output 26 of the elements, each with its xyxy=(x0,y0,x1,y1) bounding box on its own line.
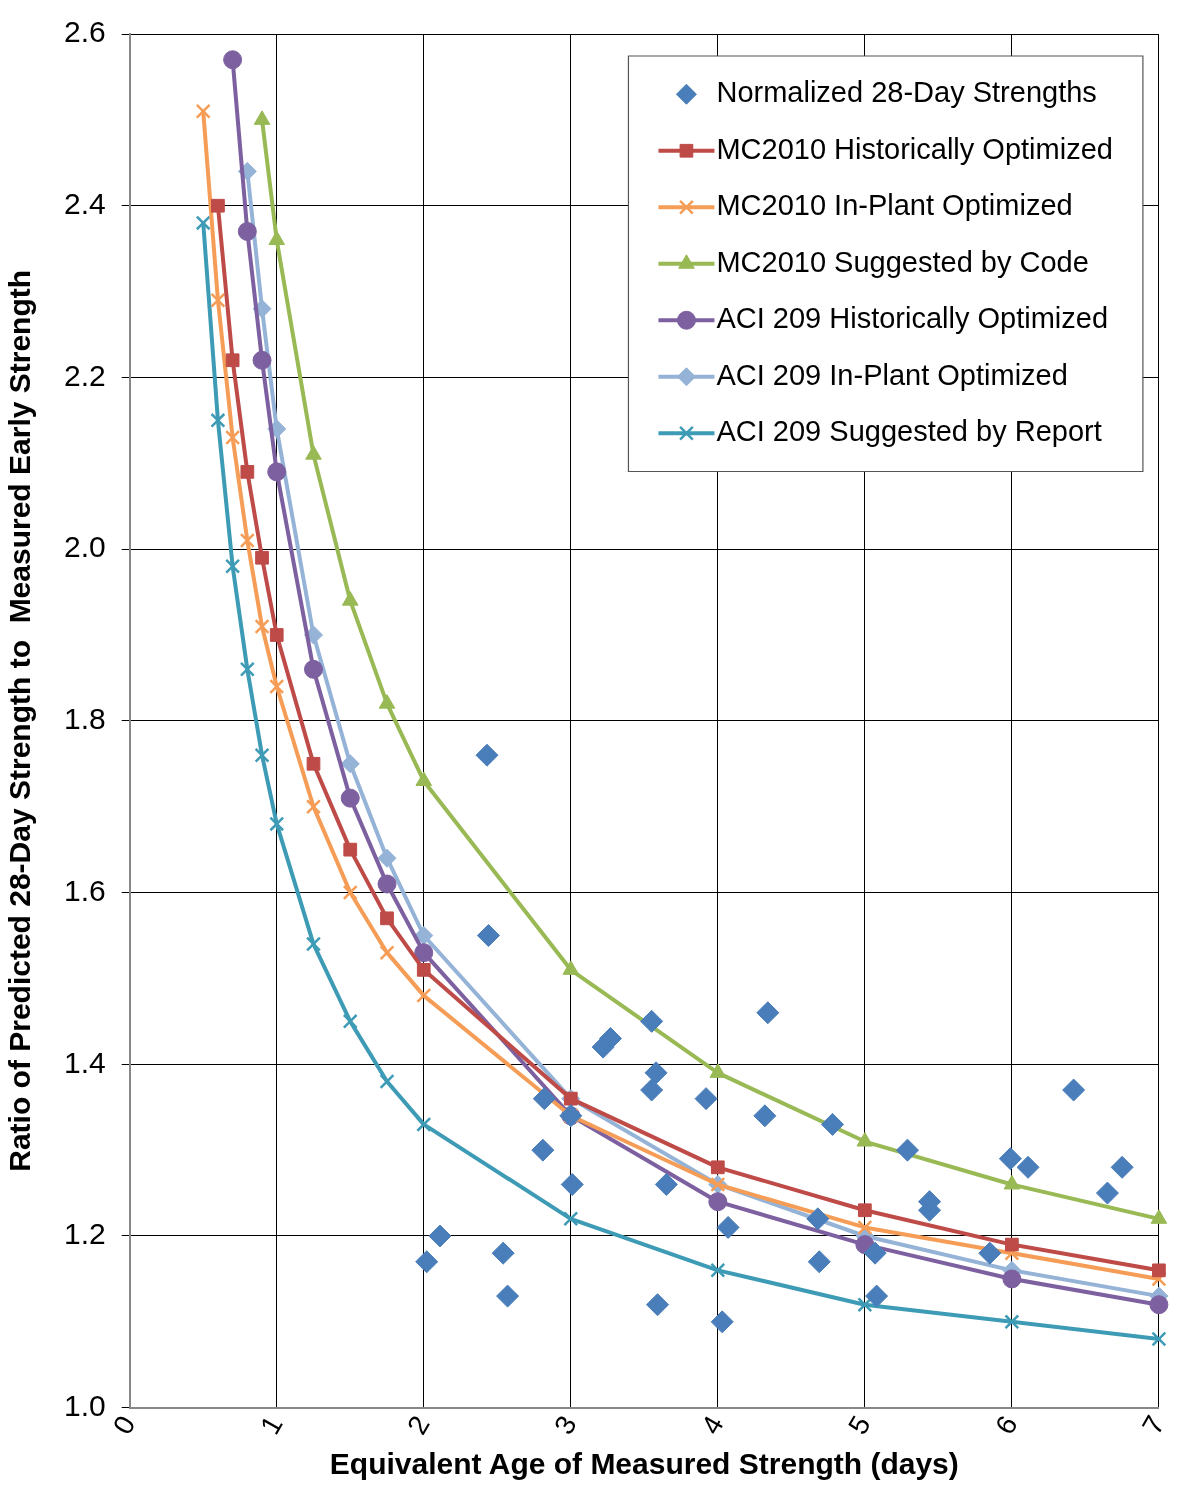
legend-label: ACI 209 Suggested by Report xyxy=(716,415,1102,448)
y-tick-label: 1.8 xyxy=(63,702,106,736)
legend-label: MC2010 Suggested by Code xyxy=(716,245,1089,278)
x-tick-label: 7 xyxy=(1136,1410,1171,1440)
x-tick-label: 2 xyxy=(401,1410,436,1440)
legend-label: ACI 209 Historically Optimized xyxy=(716,302,1109,335)
legend-label: Normalized 28-Day Strengths xyxy=(716,76,1097,109)
y-tick-label: 1.0 xyxy=(63,1388,106,1422)
x-tick-label: 5 xyxy=(842,1410,877,1440)
x-tick-label: 3 xyxy=(548,1410,583,1440)
x-tick-label: 0 xyxy=(106,1410,142,1440)
y-axis-title: Ratio of Predicted 28-Day Strength to Measured Early Strength xyxy=(3,269,37,1172)
y-tick-label: 2.2 xyxy=(63,358,106,392)
x-tick-label: 1 xyxy=(253,1410,289,1440)
y-tick-label: 2.4 xyxy=(63,186,106,220)
y-tick-label: 1.6 xyxy=(63,873,106,907)
x-axis-title: Equivalent Age of Measured Strength (days) xyxy=(329,1447,959,1481)
x-tick-label: 6 xyxy=(989,1410,1024,1440)
x-tick-label: 4 xyxy=(695,1410,730,1440)
y-tick-label: 1.2 xyxy=(63,1217,106,1251)
y-tick-label: 2.0 xyxy=(63,530,106,564)
legend-label: MC2010 Historically Optimized xyxy=(716,132,1113,165)
y-tick-label: 2.6 xyxy=(63,15,106,49)
legend-label: ACI 209 In-Plant Optimized xyxy=(716,358,1068,391)
legend-label: MC2010 In-Plant Optimized xyxy=(716,189,1073,222)
y-tick-label: 1.4 xyxy=(63,1045,106,1079)
